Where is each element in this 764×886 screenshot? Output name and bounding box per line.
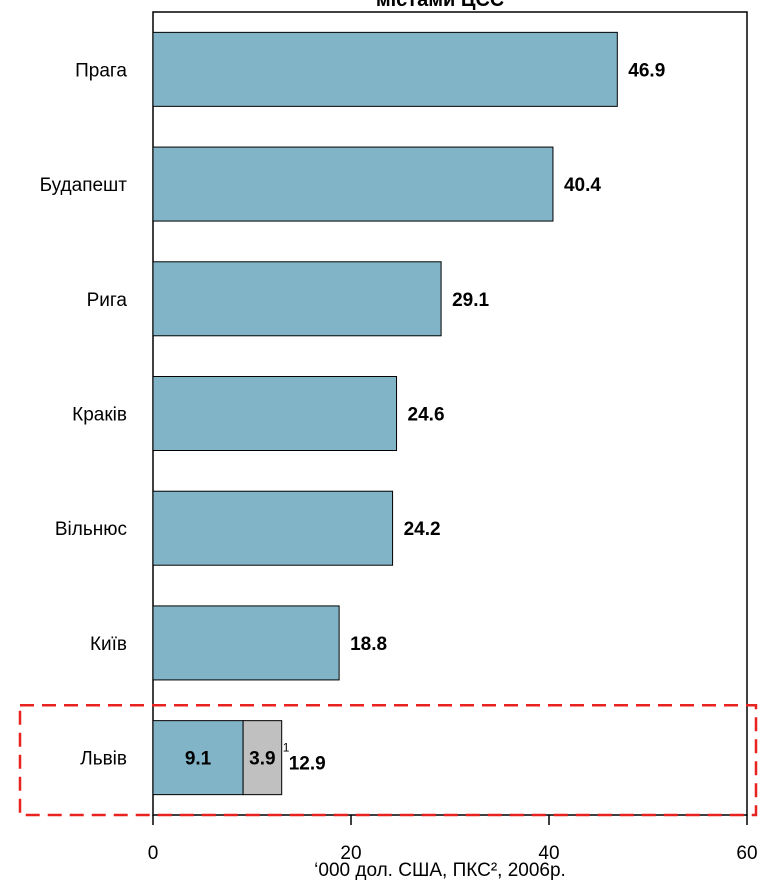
total-label: 12.9 [289,754,326,775]
bar-extra [242,720,283,796]
x-axis-title: ‘000 дол. США, ПКС², 2006р. [314,860,566,881]
category-label: Рига [87,290,128,311]
category-label: Краків [72,405,127,426]
category-label: Київ [90,634,127,655]
value-label: 18.8 [350,634,387,655]
bar-main [152,376,398,451]
x-tick-label: 40 [538,843,559,864]
bar-main [152,720,244,796]
bar-main [152,146,554,222]
highlight-box [18,704,758,817]
category-label: Львів [80,749,127,770]
category-label: Прага [75,60,127,81]
bar-main [152,31,618,107]
bar-main [152,490,394,566]
value-label: 40.4 [564,175,601,196]
x-tick-label: 0 [148,843,159,864]
category-label: Вільнюс [55,519,127,540]
x-tick-label: 60 [736,843,757,864]
bar-main [152,261,442,337]
x-tick-label: 20 [340,843,361,864]
value-label: 29.1 [452,290,489,311]
value-label: 24.6 [408,405,445,426]
bars-group: Прага 46.9 Будапешт 40.4 Рига 29.1 Краків 24.6 В… [40,31,665,796]
x-axis: 0 20 40 60 [148,815,758,864]
segment-label-extra: 3.9 [249,749,275,770]
value-label: 46.9 [628,60,665,81]
bar-main [152,605,340,681]
segment-label-base: 9.1 [185,749,212,770]
footnote-marker: 1 [283,741,290,755]
chart-title: містами ЦСЄ [376,0,504,11]
value-label: 24.2 [404,519,441,540]
category-label: Будапешт [40,175,128,196]
